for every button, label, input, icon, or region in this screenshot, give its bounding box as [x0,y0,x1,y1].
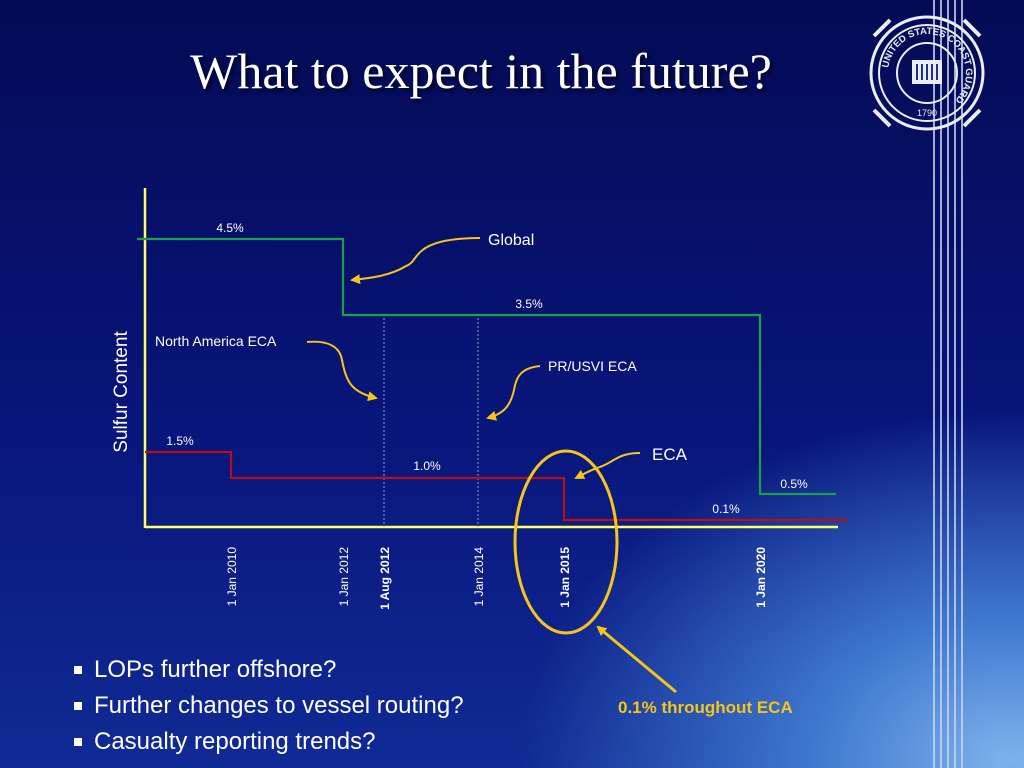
annotation-pr-usvi-eca: PR/USVI ECA [548,358,637,374]
x-tick-label: 1 Jan 2010 [225,547,239,607]
x-tick-label: 1 Aug 2012 [378,547,392,610]
annotation-north-america-eca: North America ECA [155,333,277,349]
data-label-eca-0-1: 0.1% [712,502,740,516]
bullet-item: Further changes to vessel routing? [74,688,464,724]
bullet-item: LOPs further offshore? [74,652,464,688]
series-line-global [137,237,836,496]
highlight-ellipse-jan-2015 [513,449,619,635]
data-label-global-4-5: 4.5% [216,221,244,235]
series-line-eca [145,450,848,522]
bullet-list: LOPs further offshore? Further changes t… [74,652,464,760]
data-label-eca-1-5: 1.5% [166,434,194,448]
x-tick-label: 1 Jan 2012 [337,547,351,607]
x-tick-label: 1 Jan 2020 [754,547,768,608]
bullet-item: Casualty reporting trends? [74,724,464,760]
annotation-eca: ECA [652,445,688,464]
annotation-arrow-eca [574,452,641,479]
annotation-global: Global [488,232,534,249]
highlight-arrow [596,625,677,694]
annotation-arrow-north-america-eca [306,340,378,402]
x-tick-label: 1 Jan 2014 [472,547,486,607]
uscg-seal-logo: UNITED STATES COAST GUARD 1790 [869,15,985,131]
x-tick-labels: 1 Jan 2010 1 Jan 2012 1 Aug 2012 1 Jan 2014… [225,547,768,610]
y-axis-label: Sulfur Content [111,331,132,453]
slide-title: What to expect in the future? [190,43,772,99]
data-label-eca-1-0: 1.0% [413,459,441,473]
annotation-arrow-global [350,237,481,285]
data-label-global-0-5: 0.5% [780,477,808,491]
seal-year: 1790 [917,108,937,118]
x-tick-label: 1 Jan 2015 [558,547,572,608]
annotation-arrow-pr-usvi-eca [486,365,541,421]
data-label-global-3-5: 3.5% [515,297,543,311]
eca-callout-text: 0.1% throughout ECA [618,698,793,717]
